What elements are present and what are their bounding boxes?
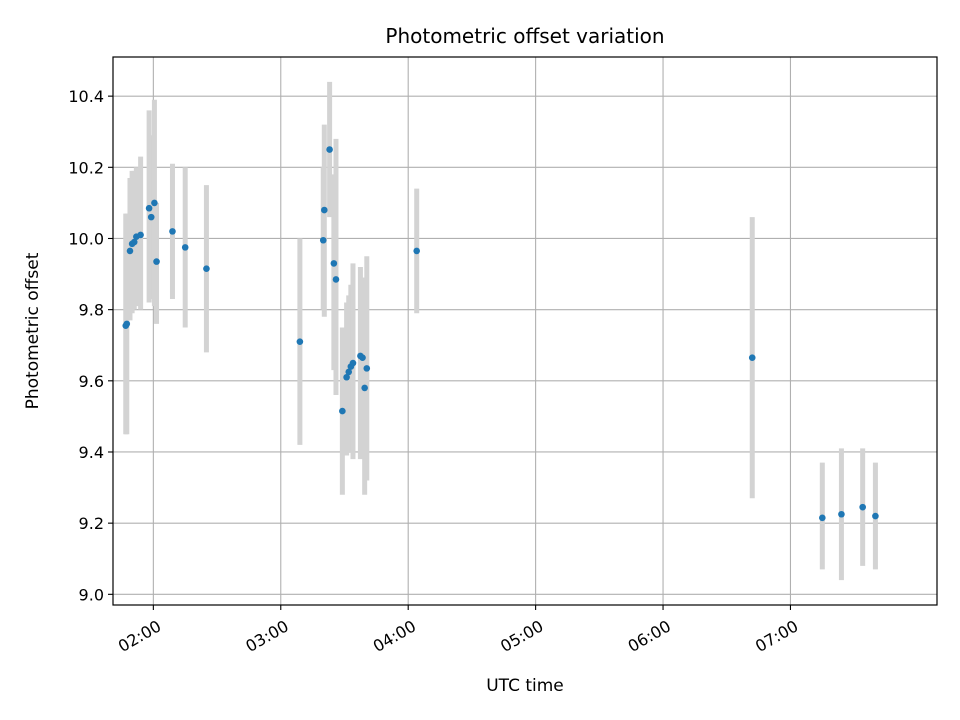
data-point bbox=[359, 354, 366, 361]
data-point bbox=[343, 373, 350, 381]
data-point bbox=[203, 265, 210, 273]
data-point bbox=[345, 368, 353, 376]
data-point bbox=[126, 247, 134, 255]
data-point bbox=[151, 199, 158, 207]
data-point bbox=[169, 228, 176, 235]
y-axis: 9.0 9.2 9.4 9.6 9.8 10.0 10.2 10.4 bbox=[68, 87, 113, 604]
data-point bbox=[181, 244, 189, 251]
data-point bbox=[326, 146, 333, 153]
data-point bbox=[123, 320, 131, 328]
data-point bbox=[361, 384, 368, 392]
data-point bbox=[137, 231, 144, 239]
data-point bbox=[349, 359, 357, 367]
y-axis-label: Photometric offset bbox=[23, 252, 43, 409]
y-tick-label: 9.8 bbox=[79, 301, 104, 320]
data-point bbox=[145, 204, 153, 212]
data-point bbox=[147, 213, 155, 221]
y-tick-label: 9.0 bbox=[79, 585, 104, 604]
y-tick-label: 10.4 bbox=[68, 87, 104, 106]
data-points bbox=[122, 146, 879, 522]
data-point bbox=[332, 276, 340, 283]
y-tick-label: 9.6 bbox=[79, 372, 104, 391]
y-tick-label: 9.2 bbox=[79, 514, 104, 533]
grid bbox=[113, 57, 937, 605]
data-point bbox=[819, 514, 826, 522]
chart-title: Photometric offset variation bbox=[385, 24, 664, 48]
plot-frame bbox=[112, 56, 938, 606]
data-point bbox=[859, 503, 866, 511]
data-point bbox=[872, 512, 879, 520]
data-point bbox=[130, 238, 138, 246]
data-point bbox=[748, 354, 756, 361]
data-point bbox=[296, 338, 304, 345]
data-point bbox=[153, 258, 160, 265]
data-point bbox=[330, 260, 338, 267]
data-point bbox=[413, 247, 420, 255]
y-tick-label: 10.2 bbox=[68, 158, 104, 177]
y-tick-label: 10.0 bbox=[68, 229, 104, 248]
data-point bbox=[838, 510, 845, 518]
x-axis-label: UTC time bbox=[486, 676, 564, 696]
data-point bbox=[339, 407, 346, 415]
data-point bbox=[319, 236, 327, 244]
data-point bbox=[321, 206, 328, 214]
data-point bbox=[363, 365, 371, 372]
y-tick-label: 9.4 bbox=[79, 443, 104, 462]
